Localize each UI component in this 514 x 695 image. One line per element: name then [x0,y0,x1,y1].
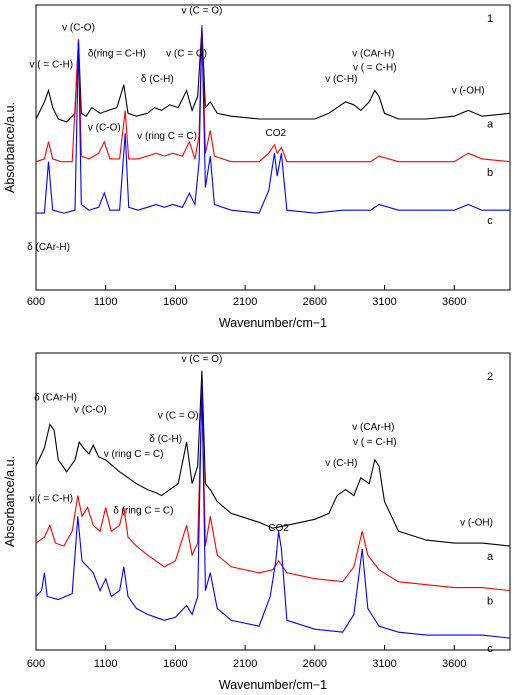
peak-annotation: δ (CAr-H) [27,242,70,253]
series-label-b: b [487,596,493,608]
plot-frame [35,4,511,291]
peak-annotation: δ(ring = C-H) [88,48,146,59]
peak-annotation: v (C-O) [88,122,121,133]
plot-frame [35,352,511,651]
y-axis-label: Absorbance/a.u. [3,456,17,547]
peak-annotation: v (ring C = C) [104,449,164,460]
peak-annotation: δ (C-H) [149,434,182,445]
series-line-a [35,370,511,547]
peak-annotation: v ( = C-H) [30,494,74,505]
series-line-b [35,24,511,163]
peak-annotation: v (CAr-H) [352,48,394,59]
x-tick-label: 3600 [442,658,466,670]
x-tick-label: 2100 [233,658,257,670]
x-tick-label: 3600 [442,296,466,308]
y-axis-label: Absorbance/a.u. [3,102,17,193]
x-tick-label: 1600 [163,658,187,670]
series-line-c [35,382,511,639]
peak-annotation: v (C-O) [62,23,95,34]
peak-annotation: CO2 [268,523,289,534]
peak-annotation: v ( = C-H) [353,63,397,74]
x-tick-label: 600 [27,658,45,670]
series-label-a: a [487,118,494,130]
series-line-c [36,27,510,214]
x-tick-label: 1100 [94,296,118,308]
ftir-panel-1: 600 1100 1600 2100 2600 3100 3600 Wavenumber/cm… [3,4,511,330]
peak-annotation: v (C = O) [181,6,222,17]
series-label-c: c [487,215,493,227]
peak-annotation: v (C-H) [325,458,357,469]
peak-annotation: v (CAr-H) [352,422,394,433]
peak-annotation: CO2 [266,128,287,139]
peak-annotation: v (C = O) [158,410,199,421]
peak-annotation: v (C-O) [74,404,107,415]
peak-annotation: v ( = C-H) [30,60,74,71]
x-axis-label: Wavenumber/cm−1 [219,316,327,330]
x-tick-label: 1600 [163,296,187,308]
x-tick-label: 2600 [303,296,327,308]
series-label-a: a [487,551,494,563]
panel-label: 1 [487,13,493,25]
peak-annotation: v (-OH) [452,85,485,96]
x-tick-label: 3100 [372,658,396,670]
peak-annotation: v (-OH) [460,517,493,528]
x-axis-label: Wavenumber/cm−1 [219,678,327,692]
series-label-b: b [487,167,493,179]
peak-annotation: v (C = O) [166,48,207,59]
ftir-panel-2: 600 1100 1600 2100 2600 3100 3600 Wavenumber/cm… [3,352,511,692]
peak-annotation: v (C = O) [181,354,222,365]
x-tick-label: 2100 [233,296,257,308]
series-line-a [35,27,511,123]
peak-annotation: δ (C-H) [141,74,174,85]
panel-label: 2 [487,371,493,383]
x-tick-label: 600 [27,296,45,308]
series-label-c: c [487,643,493,655]
series-line-b [35,391,511,592]
x-tick-label: 3100 [372,296,396,308]
peak-annotation: v (ring C = C) [137,131,197,142]
peak-annotation: v ( = C-H) [353,437,397,448]
peak-annotation: v (C-H) [325,74,357,85]
peak-annotation: δ (ring C = C) [113,505,173,516]
peak-annotation: δ (CAr-H) [34,393,77,404]
x-tick-label: 1100 [94,658,118,670]
x-tick-label: 2600 [303,658,327,670]
